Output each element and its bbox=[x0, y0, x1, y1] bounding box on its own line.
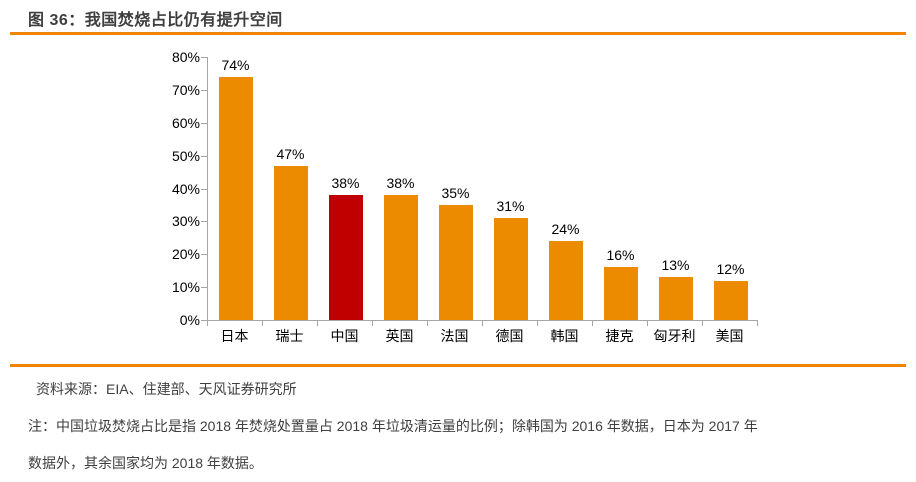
y-axis-tick bbox=[201, 221, 207, 223]
category-label: 中国 bbox=[330, 328, 359, 344]
x-axis-tick bbox=[592, 321, 593, 326]
bar-value-label: 47% bbox=[276, 145, 305, 162]
y-axis-tick bbox=[201, 320, 207, 321]
y-axis-label: 30% bbox=[171, 213, 200, 230]
y-axis-label: 50% bbox=[171, 147, 200, 164]
x-axis-tick bbox=[702, 321, 703, 326]
x-axis-tick bbox=[537, 321, 538, 326]
category-label: 韩国 bbox=[550, 328, 579, 344]
bar-value-label: 38% bbox=[386, 175, 415, 192]
x-axis-tick bbox=[482, 321, 483, 326]
category-label: 瑞士 bbox=[275, 328, 304, 344]
bar-value-label: 74% bbox=[221, 56, 250, 73]
x-axis-tick bbox=[647, 321, 648, 326]
bar-美国 bbox=[713, 280, 748, 320]
x-axis-tick bbox=[757, 321, 758, 326]
y-axis-tick bbox=[201, 287, 207, 289]
y-axis-label: 10% bbox=[171, 279, 200, 296]
x-axis-tick bbox=[317, 321, 318, 326]
y-axis-label: 0% bbox=[179, 312, 200, 328]
source-text: 资料来源：EIA、住建部、天风证券研究所 bbox=[36, 381, 297, 397]
bar-中国 bbox=[328, 195, 363, 320]
category-label: 英国 bbox=[385, 328, 414, 344]
bar-value-label: 35% bbox=[441, 184, 470, 201]
bar-匈牙利 bbox=[658, 277, 693, 320]
bar-英国 bbox=[383, 195, 418, 320]
y-axis-label: 60% bbox=[171, 114, 200, 131]
y-axis-label: 40% bbox=[171, 180, 200, 197]
bar-value-label: 38% bbox=[331, 175, 360, 192]
y-axis-tick bbox=[201, 57, 207, 58]
bar-value-label: 24% bbox=[551, 221, 580, 238]
note-text: 注：中国垃圾焚烧占比是指 2018 年焚烧处置量占 2018 年垃圾清运量的比例… bbox=[28, 408, 758, 482]
bar-value-label: 12% bbox=[716, 260, 745, 277]
category-label: 捷克 bbox=[605, 328, 634, 344]
category-label: 法国 bbox=[440, 328, 469, 344]
bar-value-label: 13% bbox=[661, 257, 690, 274]
x-axis-tick bbox=[427, 321, 428, 326]
category-label: 德国 bbox=[495, 328, 524, 344]
plot-area: 74% 47% 38% 38% 35% 31% 24% 16% 13% 12% bbox=[207, 57, 758, 321]
y-axis-label: 70% bbox=[171, 81, 200, 98]
bottom-divider-line bbox=[10, 364, 906, 367]
x-axis-tick bbox=[207, 321, 208, 326]
category-label: 日本 bbox=[220, 328, 249, 344]
bar-value-label: 31% bbox=[496, 198, 525, 215]
bar-value-label: 16% bbox=[606, 247, 635, 264]
bar-德国 bbox=[493, 218, 528, 320]
y-axis-label: 20% bbox=[171, 246, 200, 263]
x-axis-tick bbox=[372, 321, 373, 326]
figure-title: 图 36：我国焚烧占比仍有提升空间 bbox=[28, 12, 283, 29]
y-axis-tick bbox=[201, 122, 207, 124]
y-axis-label: 80% bbox=[171, 49, 200, 65]
bar-捷克 bbox=[603, 267, 638, 320]
top-divider-line bbox=[10, 32, 906, 35]
x-axis-tick bbox=[262, 321, 263, 326]
category-label: 美国 bbox=[715, 328, 744, 344]
note-line-2: 数据外，其余国家均为 2018 年数据。 bbox=[28, 455, 263, 471]
bar-日本 bbox=[218, 76, 253, 320]
note-line-1: 注：中国垃圾焚烧占比是指 2018 年焚烧处置量占 2018 年垃圾清运量的比例… bbox=[28, 418, 758, 434]
bar-韩国 bbox=[548, 241, 583, 320]
y-axis-tick bbox=[201, 254, 207, 256]
y-axis-tick bbox=[201, 188, 207, 190]
y-axis-tick bbox=[201, 89, 207, 91]
y-axis-tick bbox=[201, 155, 207, 157]
bar-瑞士 bbox=[273, 165, 308, 320]
bar-法国 bbox=[438, 204, 473, 320]
category-label: 匈牙利 bbox=[653, 328, 696, 344]
